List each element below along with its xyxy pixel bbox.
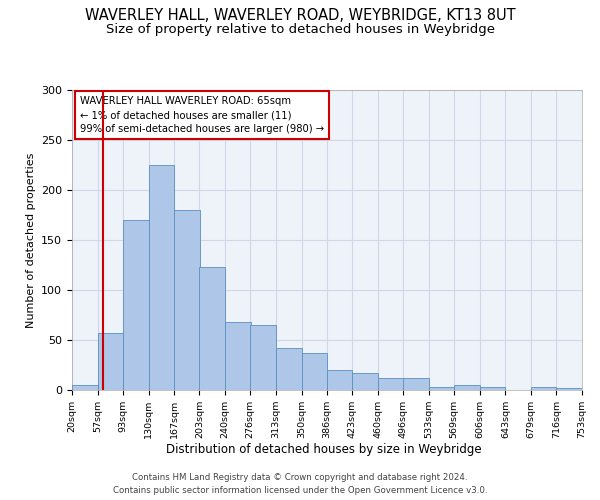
Bar — [403, 378, 429, 390]
Bar — [556, 388, 582, 390]
Text: Contains HM Land Registry data © Crown copyright and database right 2024.
Contai: Contains HM Land Registry data © Crown c… — [113, 473, 487, 495]
Bar — [174, 210, 200, 390]
Bar — [378, 378, 404, 390]
Bar — [149, 165, 174, 390]
Bar — [454, 385, 480, 390]
Bar — [326, 370, 352, 390]
Bar — [302, 353, 328, 390]
Bar — [530, 387, 556, 390]
Bar — [250, 325, 276, 390]
Bar — [352, 373, 378, 390]
Text: Distribution of detached houses by size in Weybridge: Distribution of detached houses by size … — [166, 442, 482, 456]
Bar — [98, 333, 124, 390]
Text: WAVERLEY HALL WAVERLEY ROAD: 65sqm
← 1% of detached houses are smaller (11)
99% : WAVERLEY HALL WAVERLEY ROAD: 65sqm ← 1% … — [80, 96, 324, 134]
Y-axis label: Number of detached properties: Number of detached properties — [26, 152, 35, 328]
Text: WAVERLEY HALL, WAVERLEY ROAD, WEYBRIDGE, KT13 8UT: WAVERLEY HALL, WAVERLEY ROAD, WEYBRIDGE,… — [85, 8, 515, 22]
Bar — [480, 387, 505, 390]
Bar — [199, 267, 225, 390]
Bar — [225, 322, 251, 390]
Bar — [429, 387, 455, 390]
Bar — [276, 348, 302, 390]
Text: Size of property relative to detached houses in Weybridge: Size of property relative to detached ho… — [106, 22, 494, 36]
Bar — [123, 220, 149, 390]
Bar — [72, 385, 98, 390]
